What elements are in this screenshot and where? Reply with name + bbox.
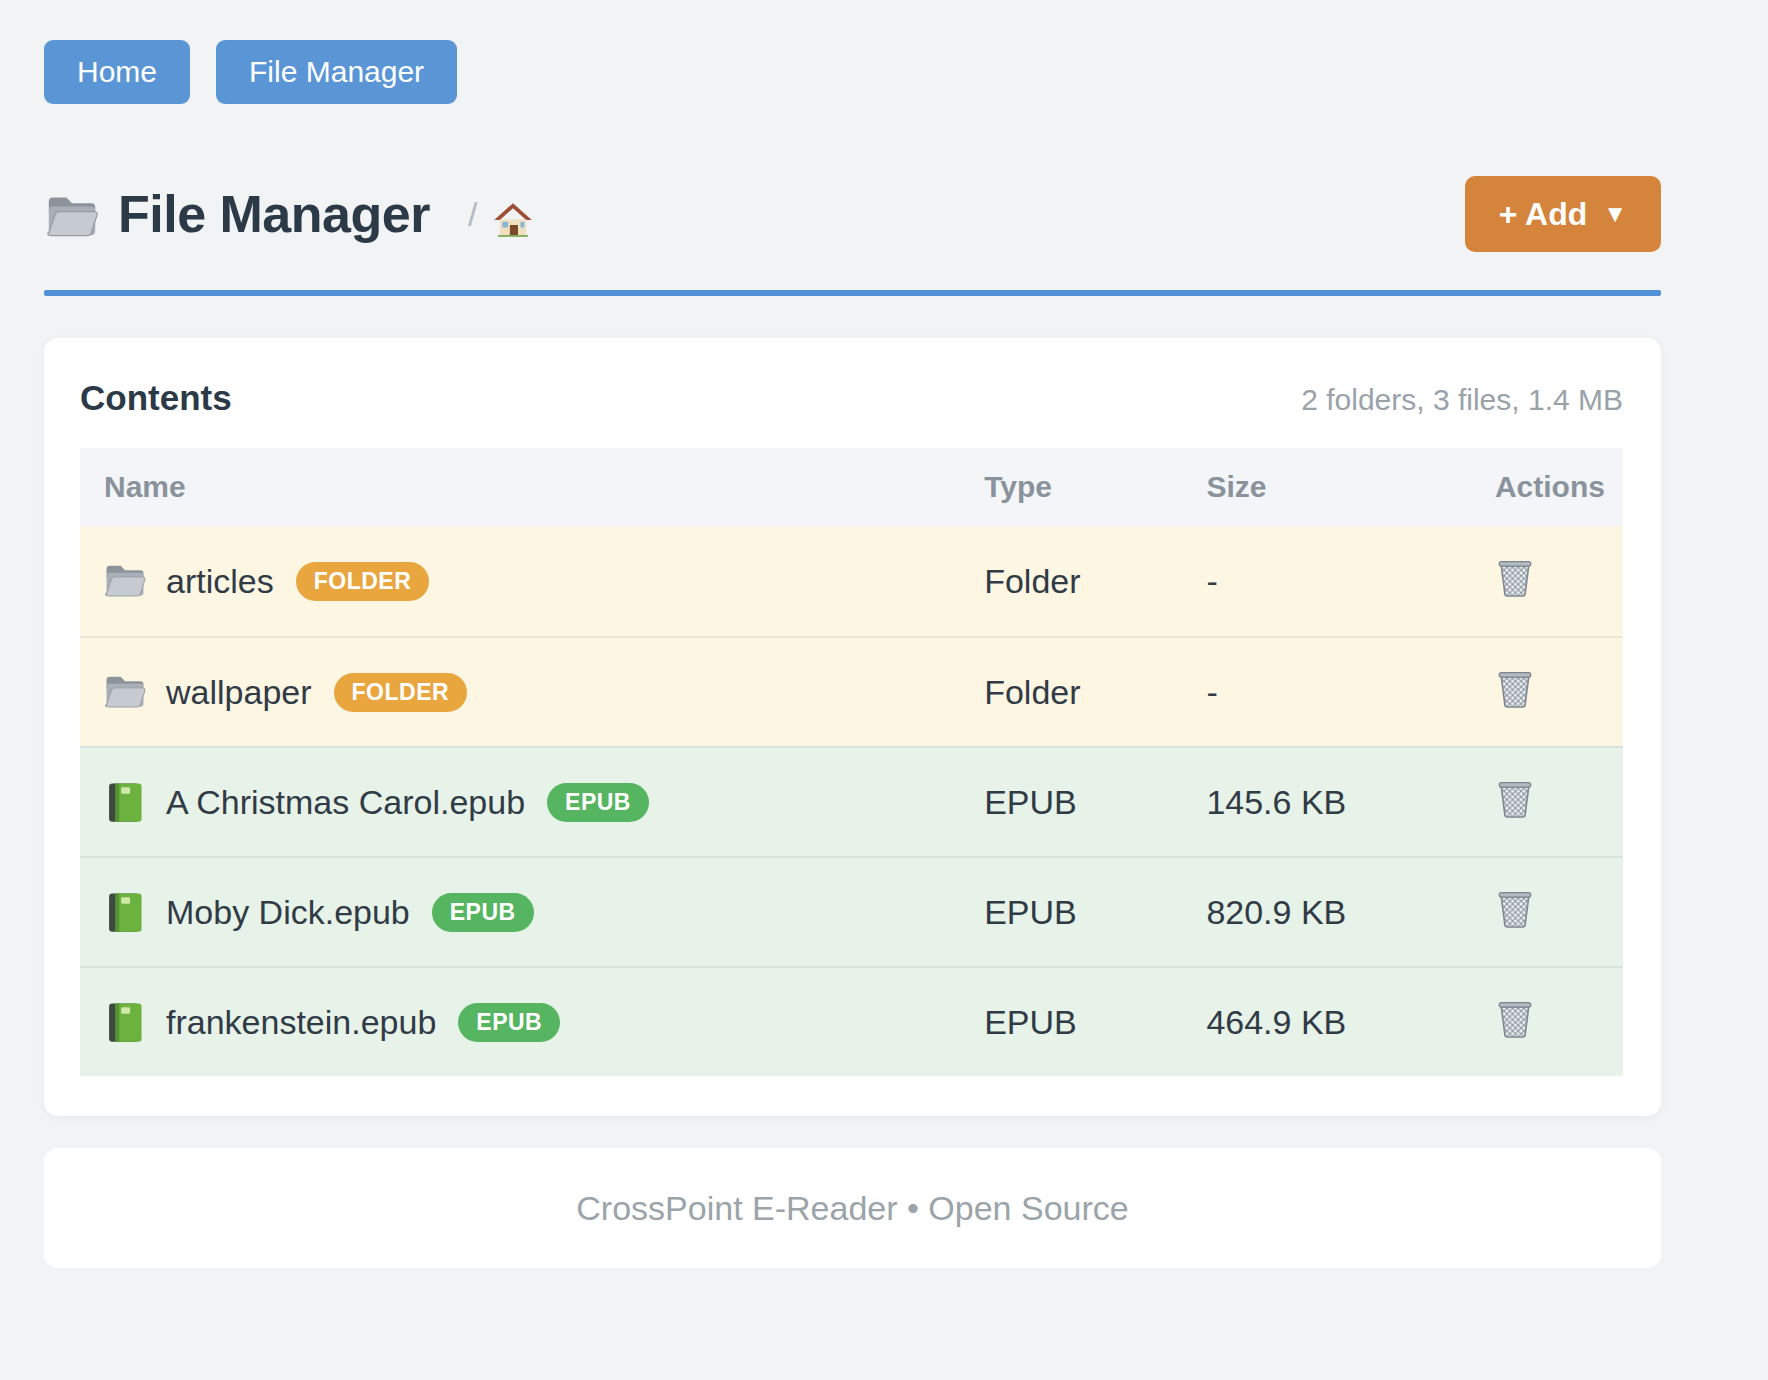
- title-group: File Manager /: [44, 184, 533, 244]
- size-cell: 464.9 KB: [1206, 1003, 1495, 1042]
- contents-summary: 2 folders, 3 files, 1.4 MB: [1301, 383, 1623, 417]
- type-badge: FOLDER: [296, 562, 430, 601]
- size-cell: -: [1206, 673, 1495, 712]
- file-name: frankenstein.epub: [166, 1003, 436, 1042]
- type-badge: EPUB: [432, 893, 534, 932]
- page-title: File Manager: [118, 184, 430, 244]
- breadcrumb-home-link[interactable]: [493, 200, 533, 243]
- actions-cell: [1495, 887, 1623, 937]
- type-cell: Folder: [984, 673, 1206, 712]
- type-cell: EPUB: [984, 893, 1206, 932]
- name-cell: Moby Dick.epub EPUB: [80, 892, 984, 932]
- name-cell: wallpaper FOLDER: [80, 672, 984, 712]
- file-name: Moby Dick.epub: [166, 893, 410, 932]
- name-cell: frankenstein.epub EPUB: [80, 1002, 984, 1042]
- title-divider: [44, 290, 1661, 296]
- file-name: wallpaper: [166, 673, 312, 712]
- footer-text: CrossPoint E-Reader • Open Source: [576, 1189, 1128, 1228]
- delete-button[interactable]: [1495, 777, 1535, 819]
- type-badge: EPUB: [547, 783, 649, 822]
- add-button[interactable]: + Add ▼: [1465, 176, 1661, 252]
- delete-button[interactable]: [1495, 997, 1535, 1039]
- wastebasket-icon: [1495, 667, 1535, 709]
- book-icon: [104, 782, 146, 822]
- size-cell: 820.9 KB: [1206, 893, 1495, 932]
- delete-button[interactable]: [1495, 887, 1535, 929]
- name-cell: A Christmas Carol.epub EPUB: [80, 782, 984, 822]
- column-header-actions: Actions: [1495, 470, 1623, 504]
- file-name: A Christmas Carol.epub: [166, 783, 525, 822]
- chevron-down-icon: ▼: [1603, 200, 1627, 228]
- type-cell: Folder: [984, 562, 1206, 601]
- book-icon: [104, 1002, 146, 1042]
- folder-icon: [44, 192, 100, 240]
- footer-card: CrossPoint E-Reader • Open Source: [44, 1148, 1661, 1268]
- nav-file-manager-button[interactable]: File Manager: [216, 40, 457, 104]
- table-row[interactable]: A Christmas Carol.epub EPUB EPUB 145.6 K…: [80, 746, 1623, 856]
- page-header: File Manager / + Add ▼: [44, 176, 1661, 252]
- delete-button[interactable]: [1495, 667, 1535, 709]
- type-badge: FOLDER: [334, 673, 468, 712]
- type-cell: EPUB: [984, 783, 1206, 822]
- actions-cell: [1495, 667, 1623, 717]
- actions-cell: [1495, 997, 1623, 1047]
- breadcrumb-separator: /: [468, 195, 477, 234]
- page: Home File Manager File Manager / + Add ▼…: [44, 0, 1661, 1268]
- table-body: articles FOLDER Folder - wallpaper FOLDE…: [80, 526, 1623, 1076]
- table-row[interactable]: articles FOLDER Folder -: [80, 526, 1623, 636]
- file-name: articles: [166, 562, 274, 601]
- wastebasket-icon: [1495, 887, 1535, 929]
- folder-icon: [104, 561, 146, 601]
- type-badge: EPUB: [458, 1003, 560, 1042]
- table-header-row: Name Type Size Actions: [80, 448, 1623, 526]
- contents-card-header: Contents 2 folders, 3 files, 1.4 MB: [80, 378, 1623, 418]
- size-cell: -: [1206, 562, 1495, 601]
- top-nav: Home File Manager: [44, 40, 1661, 104]
- delete-button[interactable]: [1495, 556, 1535, 598]
- actions-cell: [1495, 777, 1623, 827]
- nav-home-button[interactable]: Home: [44, 40, 190, 104]
- column-header-size: Size: [1206, 470, 1495, 504]
- contents-heading: Contents: [80, 378, 232, 418]
- column-header-type: Type: [984, 470, 1206, 504]
- book-icon: [104, 892, 146, 932]
- table-row[interactable]: wallpaper FOLDER Folder -: [80, 636, 1623, 746]
- size-cell: 145.6 KB: [1206, 783, 1495, 822]
- column-header-name: Name: [80, 470, 984, 504]
- wastebasket-icon: [1495, 556, 1535, 598]
- wastebasket-icon: [1495, 777, 1535, 819]
- file-table: Name Type Size Actions articles FOLDER F…: [80, 448, 1623, 1076]
- table-row[interactable]: Moby Dick.epub EPUB EPUB 820.9 KB: [80, 856, 1623, 966]
- wastebasket-icon: [1495, 997, 1535, 1039]
- type-cell: EPUB: [984, 1003, 1206, 1042]
- add-button-label: + Add: [1499, 196, 1588, 233]
- name-cell: articles FOLDER: [80, 561, 984, 601]
- table-row[interactable]: frankenstein.epub EPUB EPUB 464.9 KB: [80, 966, 1623, 1076]
- house-icon: [493, 200, 533, 240]
- folder-icon: [104, 672, 146, 712]
- contents-card: Contents 2 folders, 3 files, 1.4 MB Name…: [44, 338, 1661, 1116]
- actions-cell: [1495, 556, 1623, 606]
